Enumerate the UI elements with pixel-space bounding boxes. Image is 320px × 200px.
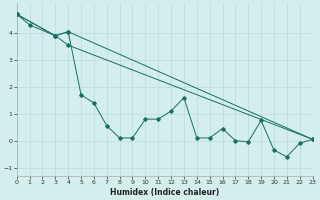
X-axis label: Humidex (Indice chaleur): Humidex (Indice chaleur) (110, 188, 219, 197)
